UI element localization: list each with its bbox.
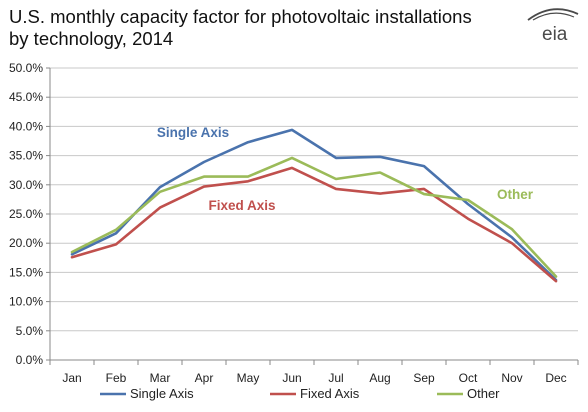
- y-tick-label: 25.0%: [9, 207, 43, 221]
- x-tick-label: Jan: [62, 371, 81, 385]
- x-tick-label: Jun: [282, 371, 301, 385]
- x-tick-label: Oct: [459, 371, 478, 385]
- x-tick-label: Aug: [369, 371, 390, 385]
- annotation-fixed-axis: Fixed Axis: [208, 198, 275, 213]
- y-tick-label: 5.0%: [16, 324, 44, 338]
- annotations: Single Axis Fixed Axis Other: [157, 125, 534, 213]
- legend-label-fixed-axis: Fixed Axis: [300, 386, 360, 401]
- grid: [50, 67, 578, 332]
- y-tick-label: 35.0%: [9, 149, 43, 163]
- eia-logo-icon: eia: [527, 8, 579, 45]
- x-tick-label: Dec: [545, 371, 566, 385]
- chart-title-line-2: by technology, 2014: [9, 28, 173, 49]
- annotation-other: Other: [497, 187, 534, 202]
- annotation-single-axis: Single Axis: [157, 125, 229, 140]
- series-line-single-axis: [70, 128, 558, 282]
- x-tick-label: Feb: [106, 371, 127, 385]
- axes: 0.0% 5.0% 10.0% 15.0% 20.0% 25.0% 30.0% 35.0% 40…: [9, 61, 579, 385]
- chart-title-line-1: U.S. monthly capacity factor for photovo…: [9, 6, 472, 27]
- series-layer: [70, 128, 558, 283]
- x-tick-label: Nov: [501, 371, 522, 385]
- y-tick-label: 15.0%: [9, 265, 43, 279]
- y-tick-label: 50.0%: [9, 61, 43, 75]
- legend-label-other: Other: [467, 386, 500, 401]
- x-tick-label: Sep: [413, 371, 435, 385]
- y-tick-label: 40.0%: [9, 119, 43, 133]
- legend-label-single-axis: Single Axis: [130, 386, 194, 401]
- x-tick-label: May: [237, 371, 260, 385]
- series-line-other: [70, 156, 558, 278]
- y-tick-label: 45.0%: [9, 90, 43, 104]
- y-tick-label: 30.0%: [9, 178, 43, 192]
- y-tick-label: 20.0%: [9, 236, 43, 250]
- legend: Single Axis Fixed Axis Other: [100, 386, 500, 401]
- x-tick-label: Jul: [328, 371, 343, 385]
- series-line-fixed-axis: [70, 166, 558, 283]
- x-tick-label: Mar: [150, 371, 171, 385]
- y-tick-label: 0.0%: [16, 353, 44, 367]
- eia-logo-text: eia: [542, 24, 568, 45]
- y-tick-label: 10.0%: [9, 295, 43, 309]
- x-tick-label: Apr: [195, 371, 214, 385]
